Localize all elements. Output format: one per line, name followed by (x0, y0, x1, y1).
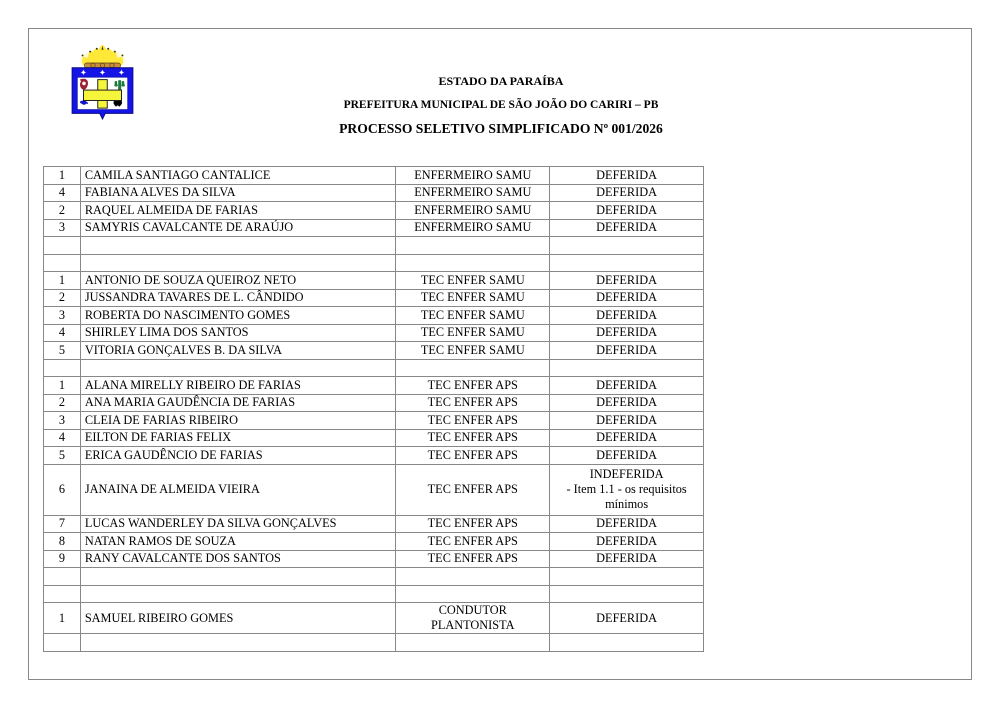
svg-text:✦: ✦ (118, 67, 126, 77)
svg-text:✦: ✦ (80, 67, 88, 77)
svg-text:✦: ✦ (99, 67, 107, 77)
